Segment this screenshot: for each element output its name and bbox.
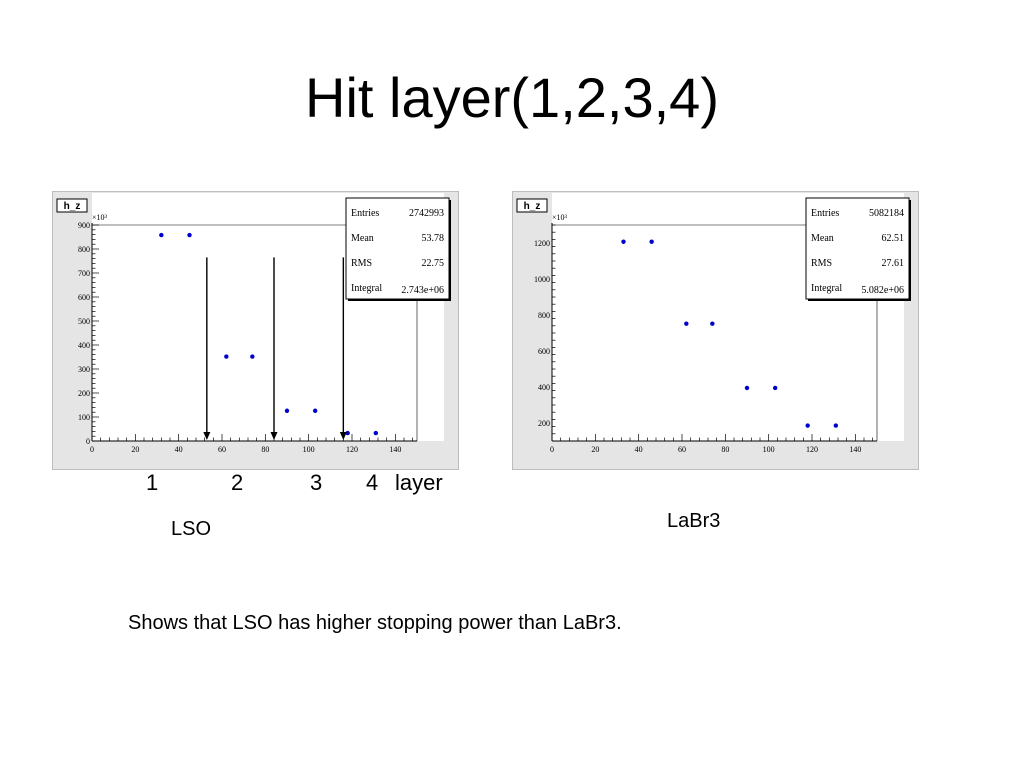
labr3-stat-value: 5.082e+06: [861, 285, 904, 296]
layer-label-4: 4: [366, 470, 379, 495]
layer-label-1: 1: [146, 470, 159, 495]
lso-x-tick-label: 60: [218, 445, 226, 454]
labr3-stat-label: RMS: [811, 258, 832, 269]
lso-x-tick-label: 120: [346, 445, 358, 454]
labr3-x-tick-label: 0: [550, 445, 554, 454]
labr3-stat-value: 27.61: [882, 258, 905, 269]
slide-title: Hit layer(1,2,3,4): [305, 66, 719, 129]
labr3-y-multiplier: ×10³: [552, 213, 568, 222]
labr3-stats-box: [805, 197, 910, 300]
lso-stat-label: Entries: [351, 208, 379, 219]
labr3-stat-label: Mean: [811, 233, 834, 244]
layer-axis-word: layer: [395, 470, 443, 495]
lso-x-tick-label: 20: [131, 445, 139, 454]
lso-stat-label: Integral: [351, 283, 382, 294]
labr3-data-point: [684, 321, 689, 326]
lso-stat-value: 2742993: [409, 208, 444, 219]
lso-stat-value: 2.743e+06: [401, 285, 444, 296]
lso-stat-label: Mean: [351, 233, 374, 244]
lso-histogram-chart: h_z ×10³ 0 100 200 300 400 500 600 700 800 900 0 20 40…: [56, 193, 451, 454]
lso-y-tick-label: 800: [78, 245, 90, 254]
lso-data-point: [373, 430, 379, 436]
labr3-stat-value: 62.51: [882, 233, 905, 244]
lso-stat-value: 22.75: [422, 258, 445, 269]
lso-x-tick-label: 40: [175, 445, 183, 454]
lso-label: LSO: [171, 518, 212, 540]
lso-data-point: [312, 408, 318, 413]
lso-data-point: [345, 430, 350, 436]
labr3-x-tick-label: 20: [591, 445, 599, 454]
lso-data-point: [250, 354, 255, 359]
labr3-y-tick-label: 1200: [534, 239, 550, 248]
labr3-hname-box: [516, 198, 548, 213]
labr3-y-tick-label: 600: [538, 347, 550, 356]
labr3-data-point: [805, 423, 810, 428]
lso-data-point: [284, 408, 290, 413]
lso-y-tick-label: 600: [78, 293, 90, 302]
lso-data-point: [224, 354, 229, 359]
lso-y-tick-label: 100: [78, 413, 90, 422]
lso-stats-box: [345, 197, 450, 300]
layer-label-3: 3: [310, 470, 323, 495]
lso-layer-marker-arrow: [270, 432, 278, 440]
lso-layer-marker-arrow: [339, 432, 347, 440]
labr3-stat-label: Entries: [811, 208, 839, 219]
labr3-y-tick-label: 200: [538, 419, 550, 428]
layer-label-2: 2: [231, 470, 244, 495]
lso-y-tick-label: 300: [78, 365, 90, 374]
lso-data-point: [187, 232, 192, 238]
lso-x-tick-label: 80: [261, 445, 269, 454]
labr3-data-point: [744, 385, 750, 391]
lso-y-tick-label: 400: [78, 341, 90, 350]
conclusion-text: Shows that LSO has higher stopping power…: [128, 612, 622, 634]
lso-y-tick-label: 200: [78, 389, 90, 398]
labr3-x-tick-label: 80: [721, 445, 729, 454]
lso-y-tick-label: 0: [86, 437, 90, 446]
labr3-data-point: [772, 385, 778, 391]
lso-histogram-panel: h_z ×10³ 0 100 200 300 400 500 600 700 800 900 0 20 40…: [52, 191, 459, 470]
lso-stat-label: RMS: [351, 258, 372, 269]
labr3-x-tick-label: 120: [806, 445, 818, 454]
lso-x-tick-label: 100: [303, 445, 315, 454]
labr3-y-tick-label: 400: [538, 383, 550, 392]
labr3-x-tick-label: 140: [849, 445, 861, 454]
lso-y-tick-label: 700: [78, 269, 90, 278]
lso-hname-box: [56, 198, 88, 213]
lso-hname-label: h_z: [64, 201, 81, 212]
lso-y-multiplier: ×10³: [92, 213, 108, 222]
lso-x-tick-label: 140: [389, 445, 401, 454]
labr3-x-tick-label: 100: [763, 445, 775, 454]
labr3-x-tick-label: 40: [635, 445, 643, 454]
labr3-data-point: [710, 321, 715, 326]
labr3-data-point: [833, 423, 839, 428]
lso-data-point: [159, 232, 164, 238]
lso-y-tick-label: 900: [78, 221, 90, 230]
labr3-label: LaBr3: [667, 510, 721, 532]
labr3-y-tick-label: 800: [538, 311, 550, 320]
labr3-histogram-panel: h_z ×10³ 200 400 600 800 1000 1200 0 20 40 60 80 100 1…: [512, 191, 919, 470]
labr3-stat-label: Integral: [811, 283, 842, 294]
lso-x-tick-label: 0: [90, 445, 94, 454]
labr3-stat-value: 5082184: [869, 208, 904, 219]
labr3-data-point: [621, 239, 626, 244]
lso-layer-marker-arrow: [203, 432, 211, 440]
labr3-histogram-chart: h_z ×10³ 200 400 600 800 1000 1200 0 20 40 60 80 100 1…: [516, 193, 911, 454]
lso-y-tick-label: 500: [78, 317, 90, 326]
labr3-hname-label: h_z: [524, 201, 541, 212]
lso-stat-value: 53.78: [422, 233, 445, 244]
labr3-y-tick-label: 1000: [534, 275, 550, 284]
labr3-x-tick-label: 60: [678, 445, 686, 454]
labr3-data-point: [649, 239, 654, 244]
